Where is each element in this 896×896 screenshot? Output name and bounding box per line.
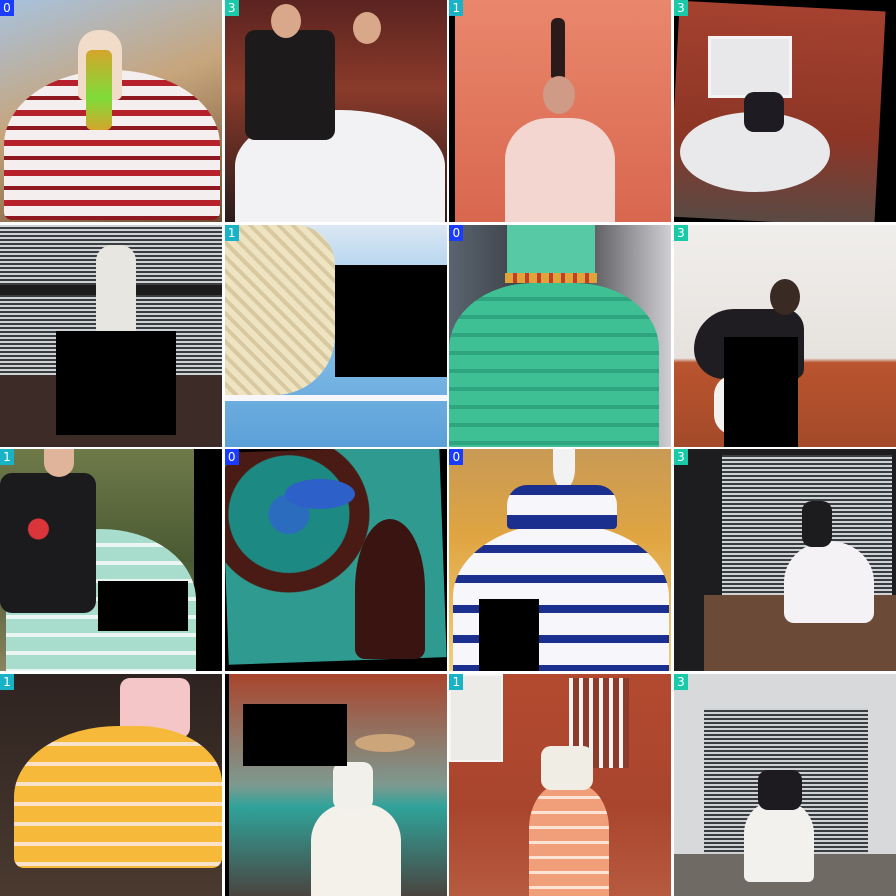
- basket: [354, 733, 415, 752]
- skirt-trim: [224, 394, 447, 401]
- belt: [505, 272, 598, 283]
- grid-tile: 0: [224, 449, 447, 672]
- class-label: 1: [0, 673, 14, 690]
- grid-tile: 1: [224, 224, 447, 447]
- distorted-shape: [354, 519, 425, 660]
- dancer-shawl: [0, 473, 96, 614]
- class-label: 1: [0, 449, 14, 466]
- distorted-shape: [284, 479, 355, 510]
- class-label: 0: [0, 0, 14, 16]
- shawl: [224, 224, 335, 395]
- dancer-face: [352, 12, 381, 44]
- dancer-face: [44, 449, 74, 478]
- grid-tile: 1: [449, 0, 672, 222]
- class-label: 3: [673, 673, 688, 690]
- occlusion-mask: [242, 703, 347, 766]
- dress-skirt: [783, 541, 874, 624]
- occlusion-mask: [56, 330, 176, 435]
- dancer-face: [270, 4, 301, 38]
- dancer-torso: [801, 501, 832, 548]
- class-label: 0: [449, 224, 464, 241]
- dancer-torso: [332, 761, 373, 810]
- grid-tile: [0, 224, 222, 447]
- grid-tile: 0: [449, 224, 672, 447]
- class-label: 3: [224, 0, 239, 16]
- dress-skirt: [14, 725, 222, 868]
- dress-skirt: [449, 282, 660, 447]
- grid-tile: 3: [224, 0, 447, 222]
- jewelry: [86, 50, 112, 130]
- grid-tile: 3: [673, 0, 896, 222]
- dancer-head: [769, 278, 800, 315]
- class-label: 1: [224, 224, 239, 241]
- grid-tile: 1: [449, 673, 672, 896]
- bottle: [551, 18, 566, 78]
- dress: [505, 118, 616, 222]
- grid-tile: 0: [0, 0, 222, 222]
- occlusion-mask: [479, 599, 540, 672]
- occlusion-mask: [723, 336, 798, 447]
- grid-tile: 3: [673, 673, 896, 896]
- occlusion-mask: [334, 264, 447, 377]
- grid-tile: 1: [0, 673, 222, 896]
- bodice: [507, 224, 596, 273]
- dancer: [96, 244, 136, 335]
- grid-tile: 3: [673, 224, 896, 447]
- grid-tile: 1: [0, 449, 222, 672]
- dancer-shawl: [244, 30, 335, 140]
- window: [707, 36, 792, 98]
- dancer-face: [543, 76, 576, 114]
- dancer-shawl: [757, 769, 802, 810]
- dress-skirt: [743, 801, 814, 882]
- class-label: 1: [449, 0, 464, 16]
- bodice: [507, 485, 618, 530]
- dress-skirt: [529, 783, 610, 896]
- class-label: 3: [673, 0, 688, 16]
- class-label: 3: [673, 449, 688, 466]
- class-label: 1: [449, 673, 464, 690]
- class-label: 0: [224, 449, 239, 466]
- occlusion-mask: [98, 581, 188, 632]
- grid-tile: [224, 673, 447, 896]
- blouse: [541, 745, 594, 790]
- class-label: 0: [449, 449, 464, 466]
- dress-skirt: [310, 803, 401, 896]
- grid-tile: 3: [673, 449, 896, 672]
- mannequin-head: [553, 449, 576, 490]
- grid-tile: 0: [449, 449, 672, 672]
- dancer-torso: [743, 92, 784, 132]
- class-label: 3: [673, 224, 688, 241]
